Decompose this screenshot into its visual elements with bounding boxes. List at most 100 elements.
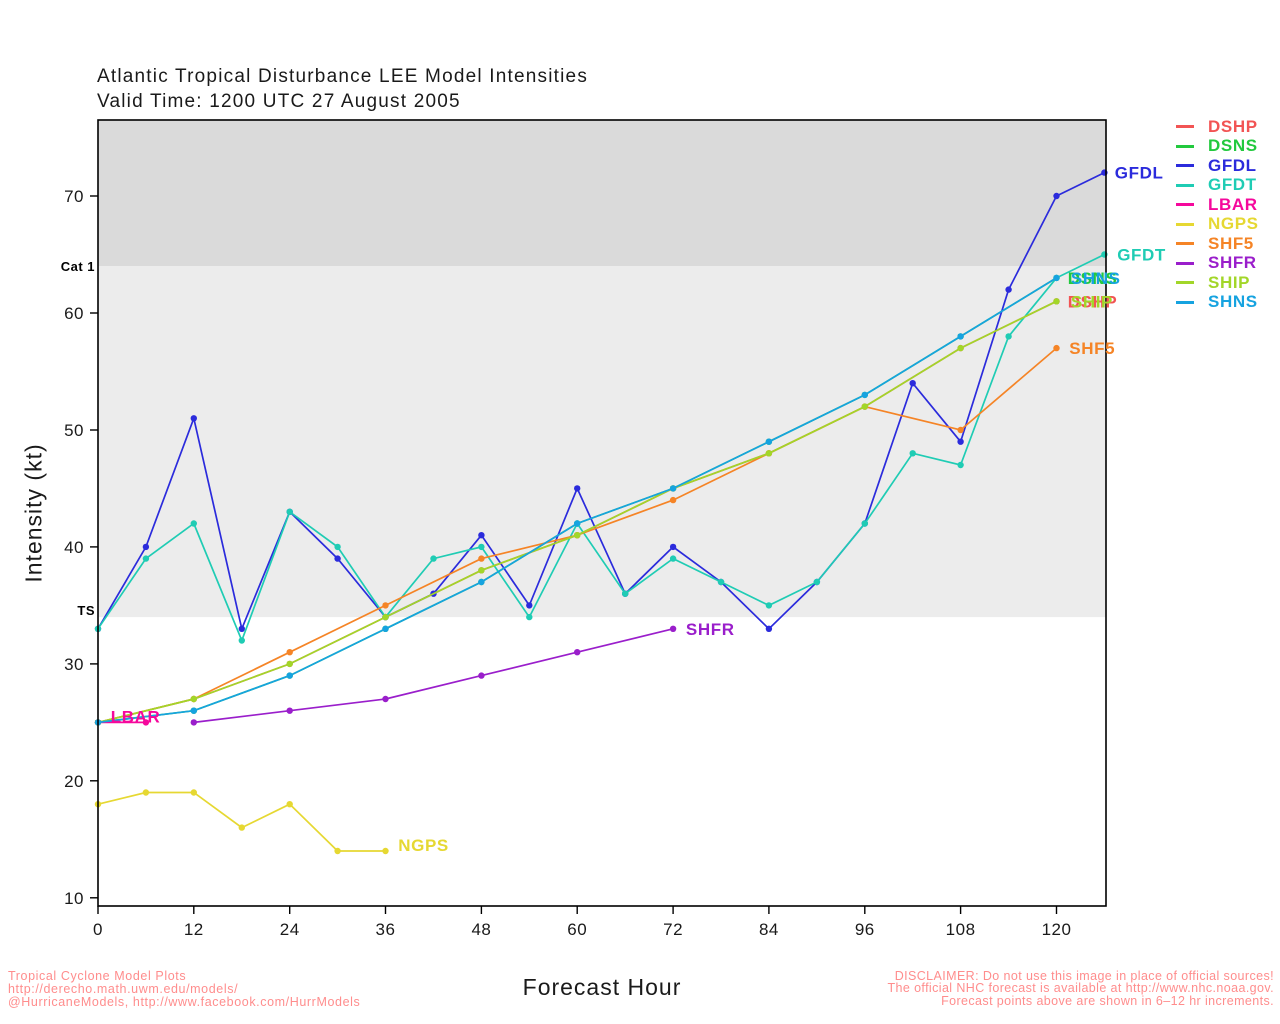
- data-point-GFDT: [909, 450, 916, 457]
- disclaimer-line-1: DISCLAIMER: Do not use this image in pla…: [894, 969, 1274, 983]
- data-point-GFDL: [334, 555, 341, 562]
- data-point-SHF5: [669, 496, 677, 504]
- footer-credits: Tropical Cyclone Model Plots http://dere…: [8, 970, 360, 1009]
- data-point-GFDL: [1053, 192, 1060, 200]
- data-point-NGPS: [142, 789, 150, 796]
- hurricane-cat1-band: [98, 120, 1106, 267]
- legend-swatch-NGPS: [1176, 222, 1194, 226]
- data-point-SHIP: [478, 567, 485, 574]
- legend-swatch-SHIP: [1176, 281, 1194, 285]
- data-point-SHNS: [190, 707, 197, 714]
- x-tick-label: 12: [184, 920, 204, 939]
- series-SHFR: [190, 625, 677, 726]
- series-label-SHF5: SHF5: [1069, 339, 1115, 358]
- data-point-GFDT: [669, 555, 677, 562]
- legend-swatch-LBAR: [1176, 203, 1194, 207]
- legend-item-DSHP: DSHP: [1172, 117, 1259, 137]
- data-point-SHIP: [382, 613, 389, 621]
- title-block: Atlantic Tropical Disturbance LEE Model …: [97, 64, 588, 114]
- series-label-NGPS: NGPS: [398, 836, 449, 855]
- disclaimer-line-3: Forecast points above are shown in 6–12 …: [941, 993, 1274, 1008]
- data-point-SHNS: [574, 520, 581, 527]
- data-point-SHIP: [765, 450, 773, 457]
- x-tick-label: 48: [471, 920, 491, 939]
- data-point-GFDT: [334, 543, 341, 551]
- legend-label-SHIP: SHIP: [1208, 272, 1251, 292]
- data-point-GFDT: [238, 637, 245, 644]
- data-point-SHIP: [957, 344, 964, 352]
- y-tick-label: 70: [64, 187, 84, 206]
- series-GFDT: [94, 251, 1108, 644]
- data-point-SHIP: [1053, 298, 1060, 305]
- legend-label-LBAR: LBAR: [1208, 194, 1258, 214]
- data-point-NGPS: [238, 824, 245, 831]
- legend-swatch-GFDT: [1176, 183, 1194, 187]
- data-point-GFDT: [861, 520, 868, 527]
- data-point-GFDT: [765, 602, 773, 609]
- x-tick-label: 0: [93, 920, 103, 939]
- series-label-DSHP: DSHP: [1068, 292, 1118, 311]
- data-point-SHF5: [957, 426, 964, 434]
- legend-item-NGPS: NGPS: [1172, 214, 1259, 235]
- legend-item-GFDT: GFDT: [1172, 175, 1259, 196]
- disclaimer-line-2: The official NHC forecast is available a…: [887, 981, 1274, 996]
- y-tick-label: 30: [64, 655, 84, 674]
- y-tick-label: 60: [64, 304, 84, 323]
- x-axis-label: Forecast Hour: [522, 974, 682, 1000]
- tropical-storm-band: [98, 266, 1106, 618]
- x-tick-label: 72: [663, 920, 683, 939]
- legend: DSHP DSNS GFDL GFDT LBAR NGPS SHF5 SHFR SHIP SHNS: [1172, 117, 1259, 312]
- legend-item-SHIP: SHIP: [1172, 273, 1259, 293]
- data-point-SHIP: [286, 660, 293, 668]
- data-point-GFDL: [765, 625, 773, 632]
- series-label-SHFR: SHFR: [686, 620, 735, 639]
- legend-label-GFDL: GFDL: [1208, 155, 1257, 175]
- legend-label-GFDT: GFDT: [1208, 175, 1257, 195]
- series-label-SHNS: SHNS: [1071, 269, 1121, 288]
- data-point-SHNS: [861, 391, 868, 399]
- x-tick-label: 60: [567, 920, 587, 939]
- data-point-GFDT: [622, 590, 629, 597]
- data-point-GFDT: [478, 543, 485, 551]
- legend-swatch-DSHP: [1176, 125, 1194, 129]
- data-point-GFDL: [190, 415, 197, 422]
- data-point-GFDT: [142, 555, 150, 562]
- data-point-SHFR: [286, 707, 293, 714]
- data-point-SHFR: [669, 625, 677, 632]
- legend-label-DSNS: DSNS: [1208, 136, 1258, 156]
- y-tick-label: 40: [64, 538, 84, 557]
- data-point-SHFR: [574, 649, 581, 656]
- x-tick-label: 84: [759, 920, 779, 939]
- legend-swatch-GFDL: [1176, 164, 1194, 168]
- series-label-GFDT: GFDT: [1117, 246, 1166, 265]
- y-tick-label: 10: [64, 889, 84, 908]
- data-point-SHIP: [574, 532, 581, 539]
- data-point-SHIP: [190, 695, 197, 703]
- data-point-SHNS: [1053, 274, 1060, 282]
- data-point-SHNS: [765, 438, 773, 445]
- data-point-SHNS: [957, 333, 964, 340]
- data-point-SHNS: [286, 672, 293, 679]
- data-point-GFDL: [574, 485, 581, 492]
- data-point-SHF5: [382, 602, 389, 609]
- legend-swatch-SHFR: [1176, 261, 1194, 265]
- chart-title: Atlantic Tropical Disturbance LEE Model …: [97, 66, 589, 87]
- legend-item-SHNS: SHNS: [1172, 292, 1259, 313]
- data-point-GFDL: [238, 625, 245, 632]
- legend-item-SHFR: SHFR: [1172, 253, 1259, 274]
- legend-item-DSNS: DSNS: [1172, 136, 1259, 157]
- data-point-SHNS: [478, 578, 485, 586]
- x-tick-label: 120: [1042, 920, 1072, 939]
- x-tick-label: 36: [376, 920, 396, 939]
- data-point-SHNS: [382, 625, 389, 632]
- data-point-GFDL: [957, 438, 964, 445]
- data-point-SHFR: [190, 719, 197, 726]
- footer-credit-line: Tropical Cyclone Model Plots: [8, 969, 187, 983]
- legend-swatch-SHNS: [1176, 300, 1194, 304]
- data-point-NGPS: [190, 789, 197, 796]
- data-point-GFDT: [813, 578, 821, 586]
- y-tick-label: 50: [64, 421, 84, 440]
- data-point-GFDT: [957, 461, 964, 469]
